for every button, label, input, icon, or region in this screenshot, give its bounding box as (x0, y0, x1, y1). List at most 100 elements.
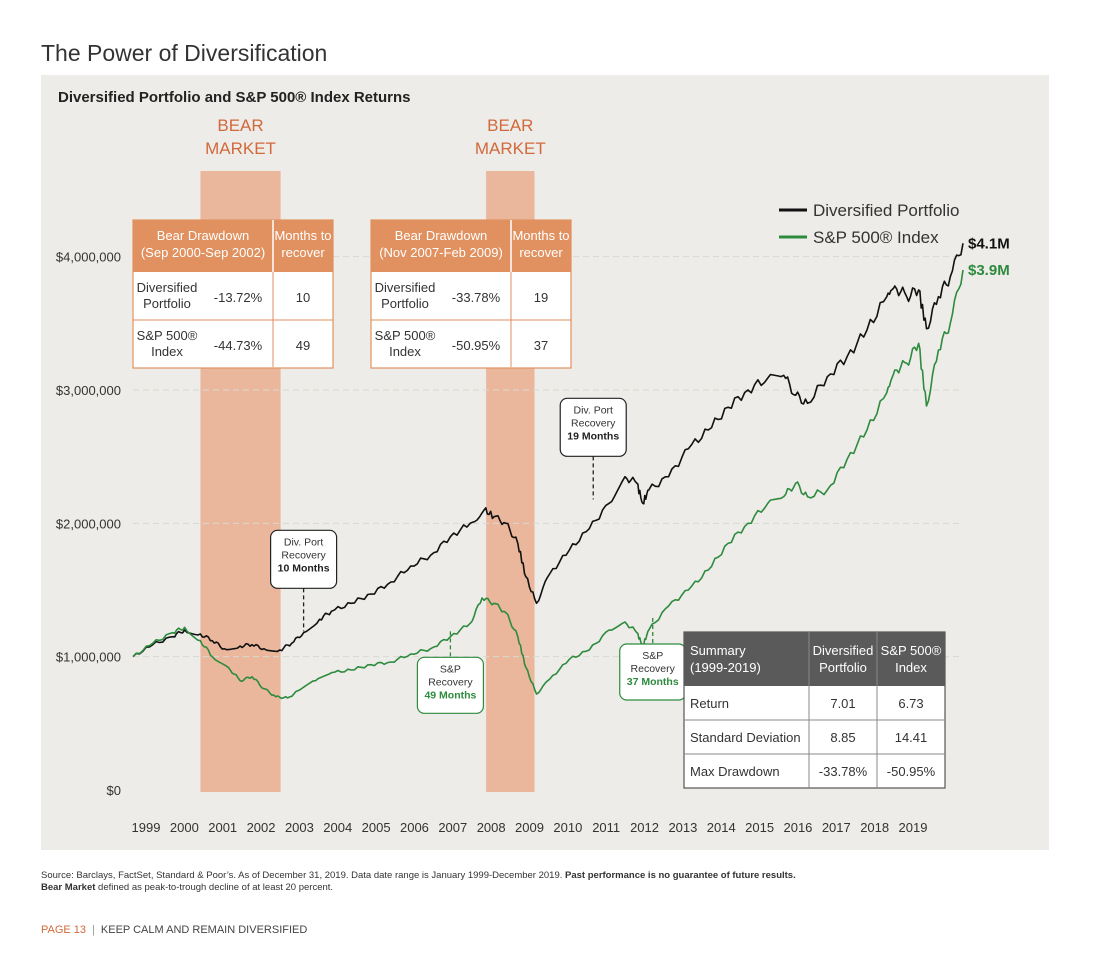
bear-market-term: Bear Market (41, 882, 96, 893)
bear-market-label: BEAR (487, 116, 533, 135)
x-tick-label: 2011 (592, 820, 620, 835)
drawdown-table-header (371, 220, 571, 272)
annotation-text: Recovery (281, 549, 326, 561)
annotation-box (559, 397, 627, 457)
annotation-text: Recovery (571, 417, 616, 429)
drawdown-header-text: (Sep 2000-Sep 2002) (141, 245, 265, 260)
sp500-line (132, 269, 964, 700)
drawdown-row-name: Diversified (137, 280, 198, 295)
y-tick-label: $0 (107, 783, 121, 798)
x-tick-label: 2019 (899, 820, 928, 835)
summary-header-text: Summary (690, 643, 746, 658)
page-footer: PAGE 13 | KEEP CALM AND REMAIN DIVERSIFIED (41, 924, 307, 936)
summary-value: 14.41 (895, 730, 928, 745)
drawdown-header-text: Bear Drawdown (157, 228, 250, 243)
drawdown-header-text: recover (281, 245, 325, 260)
x-tick-label: 2013 (668, 820, 697, 835)
x-tick-label: 2010 (553, 820, 582, 835)
x-tick-label: 2005 (362, 820, 391, 835)
annotation-text: Recovery (428, 676, 473, 688)
drawdown-header-text: Bear Drawdown (395, 228, 488, 243)
summary-value: 7.01 (830, 696, 855, 711)
annotation-text: S&P (440, 663, 461, 675)
summary-header-text: Portfolio (819, 660, 867, 675)
legend-entry: Diversified Portfolio (813, 201, 959, 220)
page-number: PAGE 13 (41, 924, 87, 936)
drawdown-row-name: S&P 500® (137, 328, 198, 343)
drawdown-value: -33.78% (452, 290, 501, 305)
x-tick-label: 2012 (630, 820, 659, 835)
summary-header-text: S&P 500® (881, 643, 942, 658)
summary-row-label: Max Drawdown (690, 764, 780, 779)
drawdown-header-text: recover (519, 245, 563, 260)
drawdown-row-name: Diversified (375, 280, 436, 295)
x-tick-label: 2007 (438, 820, 467, 835)
x-tick-label: 2001 (208, 820, 237, 835)
drawdown-row-name: Index (389, 344, 421, 359)
x-tick-label: 2000 (170, 820, 199, 835)
diversified-portfolio-line (132, 243, 964, 658)
annotation-box (416, 656, 484, 714)
x-tick-label: 2006 (400, 820, 429, 835)
x-tick-label: 2003 (285, 820, 314, 835)
series-end-label: $4.1M (968, 235, 1010, 252)
x-tick-label: 2015 (745, 820, 774, 835)
annotation-text: S&P (642, 650, 663, 662)
y-tick-label: $2,000,000 (56, 516, 121, 531)
drawdown-table: Bear Drawdown (Sep 2000-Sep 2002) Months t… (132, 219, 334, 369)
source-disclaimer: Past performance is no guarantee of futu… (565, 870, 796, 881)
drawdown-table-header (133, 220, 333, 272)
drawdown-header-text: Months to (274, 228, 331, 243)
series-end-label: $3.9M (968, 262, 1010, 279)
months-to-recover: 10 (296, 290, 310, 305)
source-note: Source: Barclays, FactSet, Standard & Po… (41, 870, 1051, 894)
bear-market-label: BEAR (217, 116, 263, 135)
months-to-recover: 49 (296, 338, 310, 353)
drawdown-row-name: Portfolio (381, 296, 429, 311)
x-tick-label: 2008 (477, 820, 506, 835)
source-text: Source: Barclays, FactSet, Standard & Po… (41, 870, 566, 881)
drawdown-table: Bear Drawdown (Nov 2007-Feb 2009) Months t… (370, 219, 572, 369)
months-to-recover: 19 (534, 290, 548, 305)
drawdown-header-text: Months to (512, 228, 569, 243)
chart-svg: BEAR MARKET BEAR MARKET $0 $1,000,000 $2,000,0… (56, 116, 1010, 835)
summary-table: Summary (1999-2019) Diversified Portfolio S&… (683, 631, 946, 789)
summary-value: 6.73 (898, 696, 923, 711)
x-tick-label: 2014 (707, 820, 736, 835)
chart-title: Diversified Portfolio and S&P 500® Index… (58, 89, 411, 106)
x-tick-label: 2016 (783, 820, 812, 835)
drawdown-value: -13.72% (214, 290, 263, 305)
x-tick-label: 2009 (515, 820, 544, 835)
annotation-text: Div. Port (573, 404, 613, 416)
summary-table-header (684, 632, 945, 686)
x-tick-label: 2017 (822, 820, 851, 835)
drawdown-row-name: Index (151, 344, 183, 359)
drawdown-value: -44.73% (214, 338, 263, 353)
bear-market-label: MARKET (205, 139, 276, 158)
summary-value: -50.95% (887, 764, 936, 779)
summary-header-text: Index (895, 660, 927, 675)
x-tick-label: 2004 (323, 820, 352, 835)
bear-market-definition: defined as peak-to-trough decline of at … (95, 882, 334, 893)
summary-header-text: Diversified (813, 643, 874, 658)
x-tick-label: 1999 (132, 820, 161, 835)
summary-value: 8.85 (830, 730, 855, 745)
summary-row-label: Standard Deviation (690, 730, 801, 745)
y-tick-label: $4,000,000 (56, 250, 121, 265)
chart-panel: Diversified Portfolio and S&P 500® Index… (41, 75, 1049, 850)
annotation-months: 37 Months (627, 676, 679, 688)
footer-title: KEEP CALM AND REMAIN DIVERSIFIED (100, 924, 308, 936)
footer-separator: | (92, 924, 95, 936)
y-tick-label: $1,000,000 (56, 650, 121, 665)
annotation-text: Recovery (631, 663, 676, 675)
annotation-months: 19 Months (567, 430, 619, 442)
drawdown-row-name: Portfolio (143, 296, 191, 311)
legend-entry: S&P 500® Index (813, 228, 939, 247)
x-tick-label: 2002 (247, 820, 276, 835)
summary-value: -33.78% (819, 764, 868, 779)
months-to-recover: 37 (534, 338, 548, 353)
summary-row-label: Return (690, 696, 729, 711)
page-title: The Power of Diversification (41, 40, 328, 66)
annotation-months: 10 Months (278, 562, 330, 574)
annotation-box (270, 529, 338, 589)
